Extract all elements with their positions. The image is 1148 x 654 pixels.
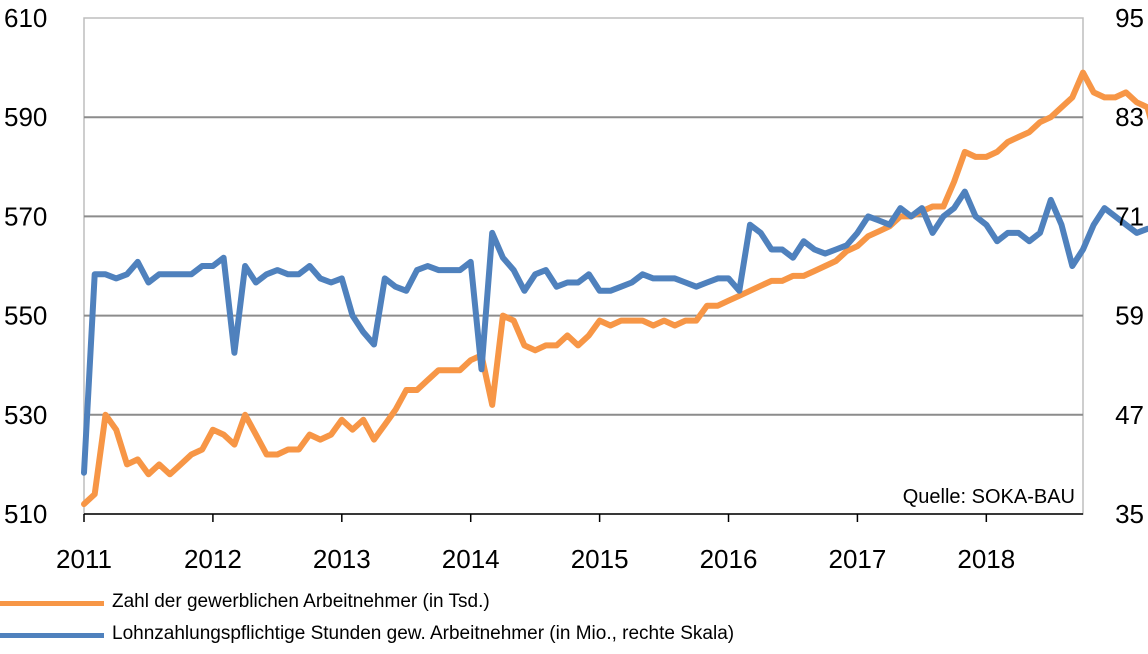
legend-item-hours: Lohnzahlungspflichtige Stunden gew. Arbe… [0, 620, 1148, 650]
y-left-tick-label: 550 [4, 301, 47, 331]
legend-swatch-orange [0, 601, 104, 606]
y-left-tick-label: 610 [4, 3, 47, 33]
series-line-hours [81, 188, 1148, 476]
y-left-tick-label: 590 [4, 102, 47, 132]
grid-lines [84, 116, 1083, 416]
x-tick-label: 2013 [313, 544, 371, 574]
x-tick-label: 2016 [700, 544, 758, 574]
x-tick-label: 2012 [184, 544, 242, 574]
series-lines [81, 69, 1148, 508]
series-line-employees [81, 69, 1148, 508]
source-note: Quelle: SOKA-BAU [903, 486, 1075, 508]
tick-labels: 510 530 550 570 590 610 35 47 59 71 83 95 2011 2012 20… [4, 3, 1144, 574]
x-tick-label: 2011 [56, 544, 112, 574]
y-left-tick-label: 510 [4, 499, 47, 529]
y-right-tick-label: 59 [1115, 301, 1144, 331]
y-right-tick-label: 71 [1115, 201, 1144, 231]
x-tick-label: 2018 [957, 544, 1015, 574]
x-tick-label: 2015 [571, 544, 629, 574]
y-left-tick-label: 530 [4, 400, 47, 430]
legend-item-employees: Zahl der gewerblichen Arbeitnehmer (in T… [0, 588, 1148, 618]
y-left-tick-label: 570 [4, 201, 47, 231]
legend-label-hours: Lohnzahlungspflichtige Stunden gew. Arbe… [112, 623, 735, 644]
legend-label-employees: Zahl der gewerblichen Arbeitnehmer (in T… [112, 591, 490, 612]
y-right-tick-label: 95 [1115, 3, 1144, 33]
y-right-tick-label: 35 [1115, 499, 1144, 529]
axes [83, 513, 1083, 522]
x-tick-label: 2014 [442, 544, 500, 574]
y-right-tick-label: 47 [1115, 400, 1144, 430]
legend-swatch-blue [0, 633, 104, 638]
y-right-tick-label: 83 [1115, 102, 1144, 132]
x-tick-label: 2017 [828, 544, 886, 574]
line-chart: 510 530 550 570 590 610 35 47 59 71 83 95 2011 2012 20… [4, 3, 1148, 574]
